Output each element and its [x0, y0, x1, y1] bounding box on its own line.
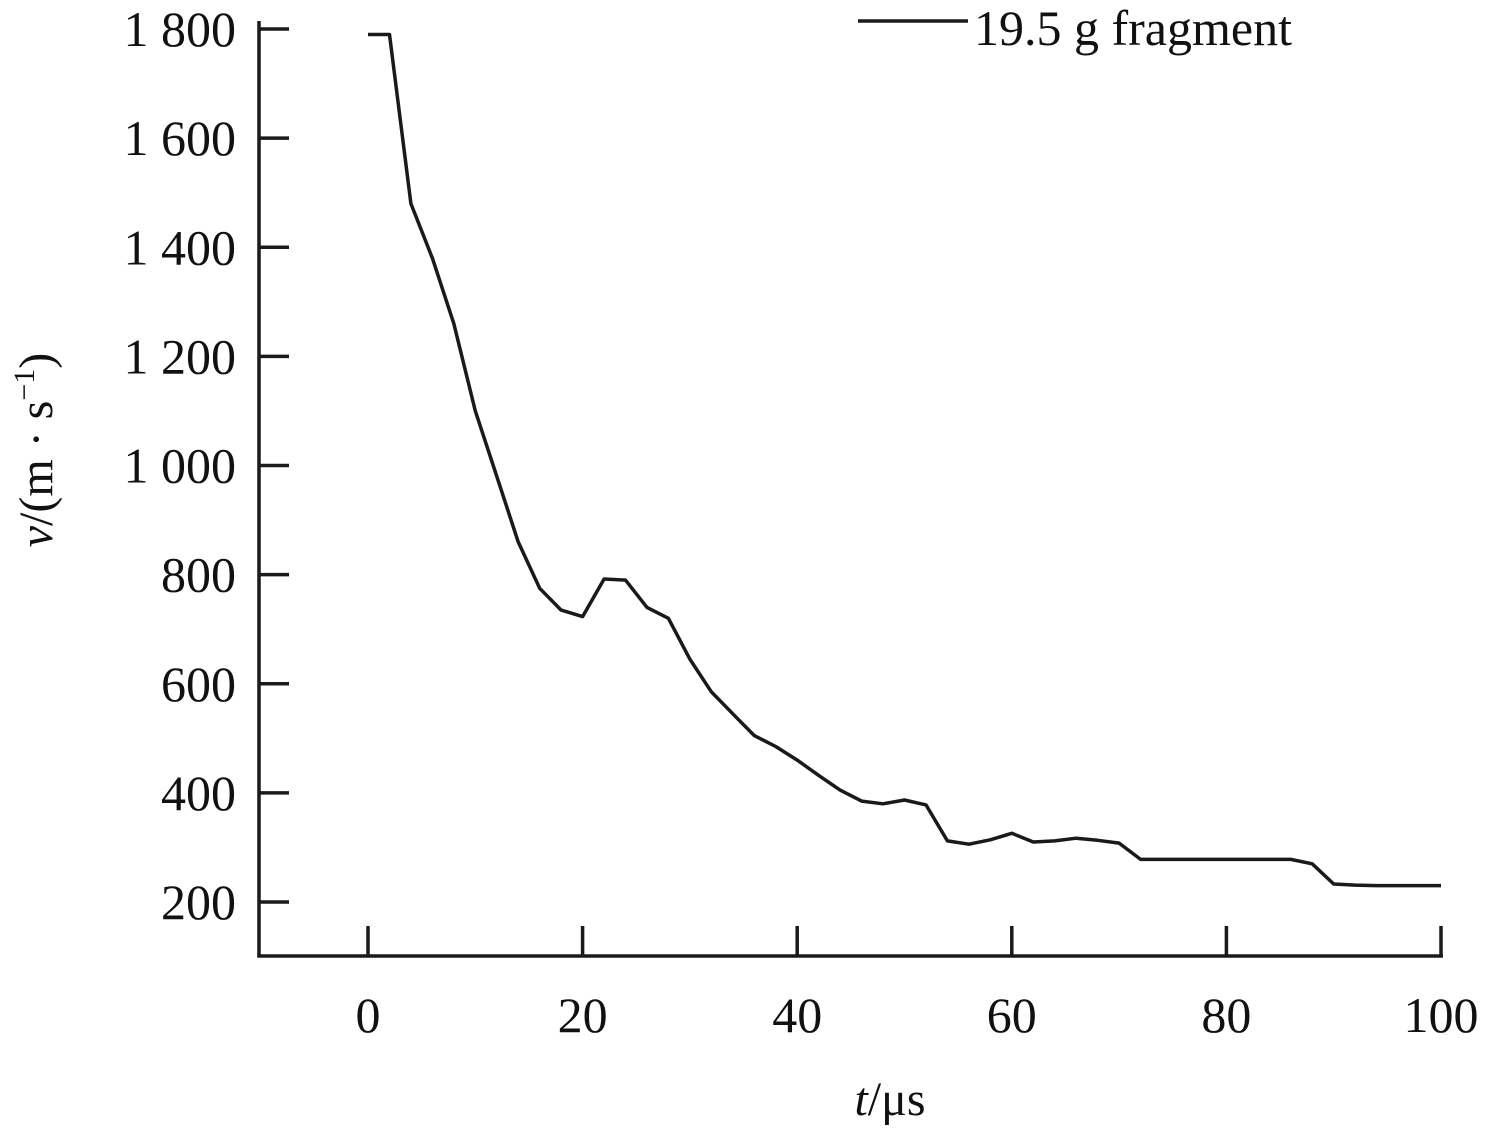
y-tick-label: 600: [161, 656, 236, 712]
legend: 19.5 g fragment: [858, 0, 1292, 56]
x-axis-title: t/μs: [854, 1073, 925, 1126]
x-axis-variable: t: [854, 1073, 869, 1126]
legend-label: 19.5 g fragment: [974, 0, 1292, 56]
x-tick-label: 0: [356, 987, 381, 1043]
series-layer: [368, 32, 1441, 888]
y-tick-label: 800: [161, 547, 236, 603]
x-tick-label: 100: [1404, 987, 1479, 1043]
y-axis-unit-close: ): [10, 353, 63, 369]
x-tick-label: 20: [558, 987, 608, 1043]
series-line: [368, 32, 1441, 888]
y-tick-label: 400: [161, 765, 236, 821]
x-tick-label: 80: [1201, 987, 1251, 1043]
y-tick-label: 1 000: [124, 438, 237, 494]
ticks: 0 20 40 60 80 100 200 400 600 800 1 000 1 200 1 400 1…: [124, 1, 1479, 1043]
y-tick-label: 1 800: [124, 1, 237, 57]
x-tick-label: 60: [987, 987, 1037, 1043]
axes: [257, 21, 1443, 958]
y-tick-label: 1 400: [124, 219, 237, 275]
y-axis-unit: /(m · s: [10, 401, 63, 526]
x-tick-label: 40: [772, 987, 822, 1043]
y-axis-variable: v: [10, 525, 63, 547]
y-tick-label: 1 200: [124, 328, 237, 384]
y-tick-label: 200: [161, 874, 236, 930]
y-tick-label: 1 600: [124, 110, 237, 166]
y-axis-title: v/(m · s−1): [8, 353, 63, 548]
y-axis-unit-exponent: −1: [8, 369, 41, 401]
x-axis-unit: /μs: [868, 1073, 926, 1126]
